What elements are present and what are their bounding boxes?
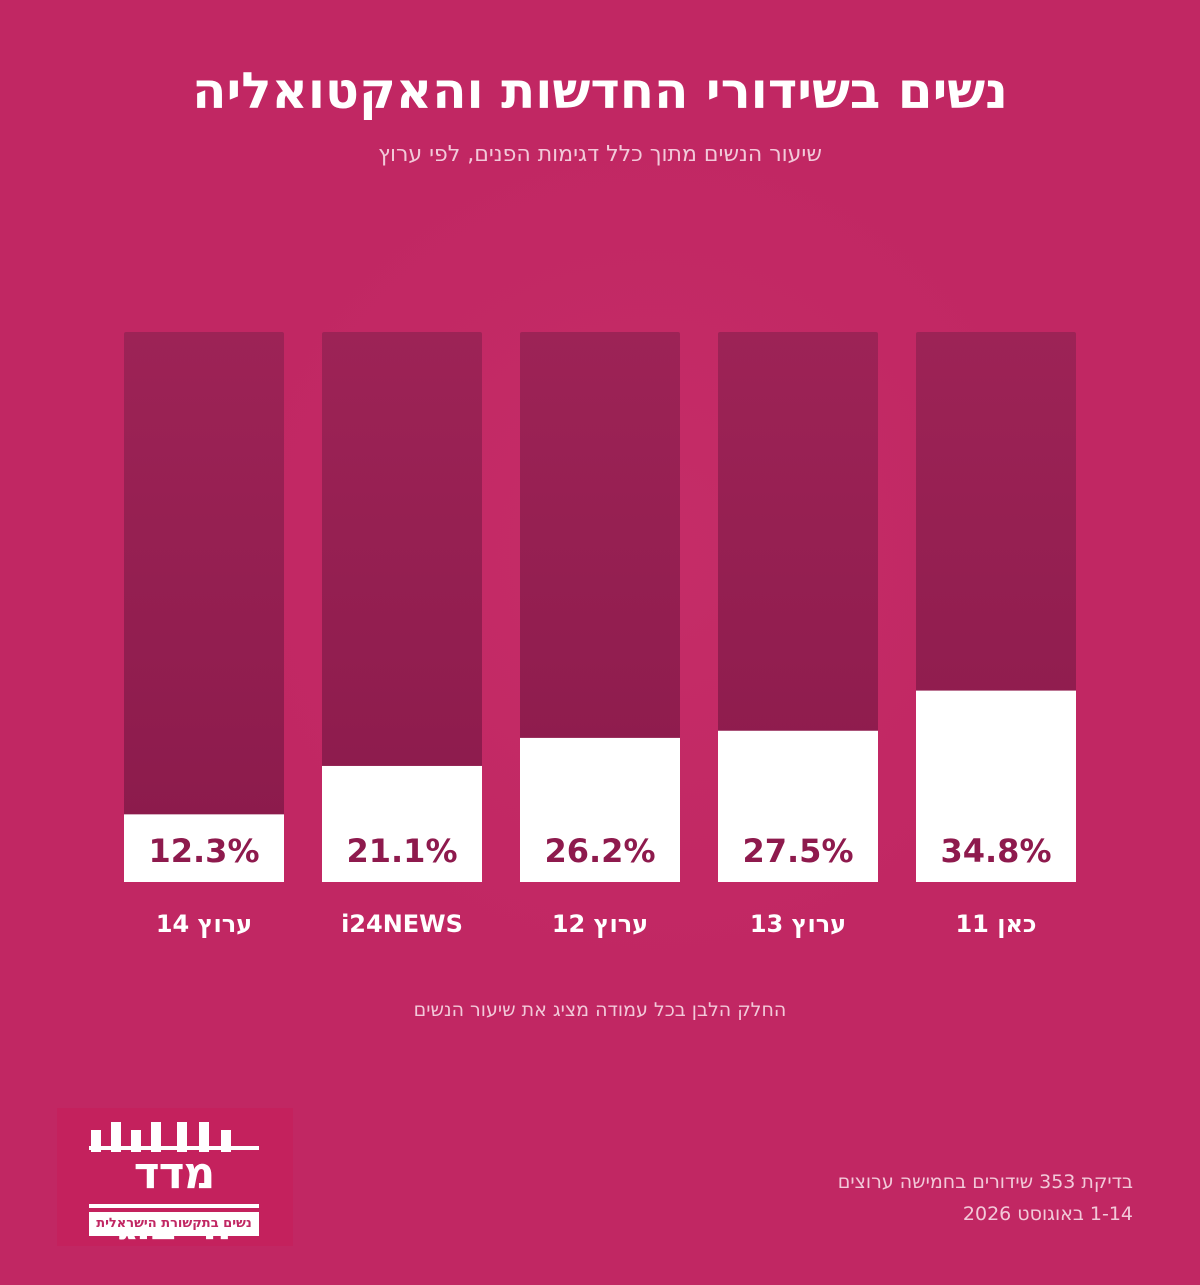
bar-value-label: 34.8%	[940, 832, 1051, 870]
footer: בדיקת 353 שידורים בחמישה ערוצים 1-14 באו…	[838, 1166, 1133, 1230]
bar-women-share	[520, 737, 680, 882]
bar-value-label: 26.2%	[544, 832, 655, 870]
chart-note: החלק הלבן בכל עמודה מציג את שיעור הנשים	[413, 999, 787, 1021]
category-label: כאן 11	[955, 910, 1037, 938]
category-label: ערוץ 12	[551, 910, 649, 938]
footer-line-2: 1-14 באוגוסט 2026	[962, 1203, 1133, 1225]
footer-line-1: בדיקת 353 שידורים בחמישה ערוצים	[837, 1171, 1133, 1193]
logo: מדד הייצוג נשים בתקשורת הישראלית	[57, 1108, 293, 1250]
bar-women-share	[322, 765, 482, 882]
bar-value-label: 27.5%	[742, 832, 853, 870]
chart-subtitle: שיעור הנשים מתוך כלל דגימות הפנים, לפי ע…	[378, 142, 822, 167]
logo-bars-icon	[89, 1116, 259, 1152]
bar-value-label: 21.1%	[346, 832, 457, 870]
bar-chart: 12.3% 21.1% 26.2% 27.5% 34.8%	[124, 332, 1076, 882]
bar-background	[124, 332, 284, 882]
logo-divider	[89, 1146, 259, 1150]
bar-women-share	[718, 730, 878, 882]
category-label: ערוץ 14	[155, 910, 253, 938]
category-label: i24NEWS	[341, 910, 463, 938]
bar-value-label: 12.3%	[148, 832, 259, 870]
chart-title: נשים בשידורי החדשות והאקטואליה	[192, 62, 1008, 120]
bar-background	[322, 332, 482, 882]
logo-divider	[89, 1204, 259, 1208]
bar-women-share	[916, 690, 1076, 882]
bar-women-share	[124, 814, 284, 882]
logo-tagline: נשים בתקשורת הישראלית	[89, 1212, 259, 1236]
category-label: ערוץ 13	[749, 910, 847, 938]
